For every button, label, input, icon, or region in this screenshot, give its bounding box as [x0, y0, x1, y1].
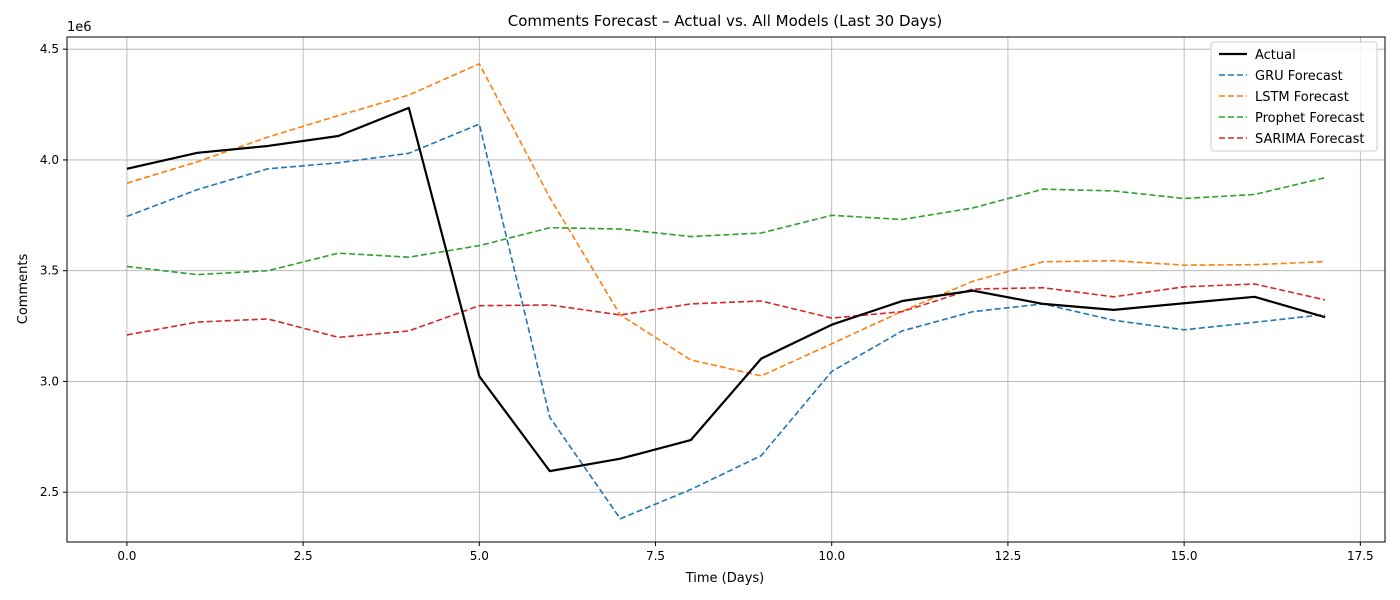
- plot-frame: [66, 36, 1386, 543]
- series-line-gru-forecast: [126, 123, 1326, 520]
- y-tick-label: 3.0: [40, 374, 59, 388]
- y-tick-label: 4.0: [40, 153, 59, 167]
- series-line-lstm-forecast: [126, 62, 1326, 377]
- axis-ticks: 0.0 2.5 5.0 7.5 10.0 12.5 15.0 17.5 2.5 3.0 3.5 4.0…: [40, 42, 1374, 563]
- legend-box: [1210, 41, 1378, 152]
- series-line-sarima-forecast: [126, 283, 1326, 339]
- x-axis-label: Time (Days): [685, 571, 765, 586]
- y-axis-label: Comments: [16, 254, 31, 325]
- x-tick-label: 7.5: [646, 549, 665, 563]
- x-tick-label: 10.0: [818, 549, 845, 563]
- y-tick-label: 4.5: [40, 42, 59, 56]
- x-tick-label: 5.0: [470, 549, 489, 563]
- chart-title: Comments Forecast – Actual vs. All Model…: [508, 12, 943, 30]
- legend: Actual GRU Forecast LSTM Forecast Prophet F…: [1210, 41, 1378, 152]
- legend-label: LSTM Forecast: [1255, 90, 1349, 105]
- y-tick-label: 3.5: [40, 264, 59, 278]
- x-tick-label: 17.5: [1347, 549, 1374, 563]
- legend-label: Prophet Forecast: [1255, 111, 1364, 126]
- legend-label: SARIMA Forecast: [1255, 132, 1365, 147]
- series-line-actual: [126, 106, 1326, 473]
- series-line-prophet-forecast: [126, 176, 1326, 276]
- y-tick-label: 2.5: [40, 485, 59, 499]
- grid-lines: [67, 37, 1385, 542]
- x-tick-label: 0.0: [117, 549, 136, 563]
- legend-label: GRU Forecast: [1255, 69, 1343, 84]
- legend-label: Actual: [1255, 48, 1296, 63]
- series-lines: [126, 62, 1326, 520]
- x-tick-label: 15.0: [1171, 549, 1198, 563]
- x-tick-label: 12.5: [995, 549, 1022, 563]
- x-tick-label: 2.5: [294, 549, 313, 563]
- y-axis-multiplier: 1e6: [67, 20, 92, 35]
